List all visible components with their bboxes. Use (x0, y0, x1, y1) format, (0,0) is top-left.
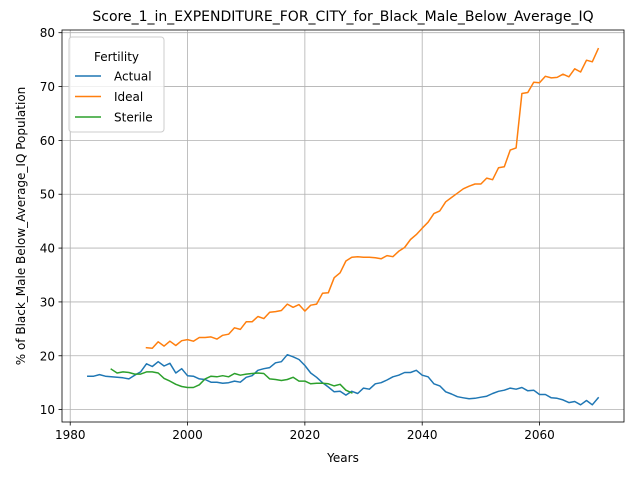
y-tick-label: 80 (40, 26, 55, 40)
legend-box (68, 36, 165, 133)
legend-label-ideal: Ideal (114, 90, 143, 104)
y-tick-label: 60 (40, 134, 55, 148)
legend-title: Fertility (94, 50, 139, 64)
legend: Fertility Actual Ideal Sterile (68, 36, 165, 133)
y-tick-label: 50 (40, 188, 55, 202)
x-tick-label: 2000 (172, 428, 203, 442)
y-tick-label: 30 (40, 295, 55, 309)
y-tick-label: 20 (40, 349, 55, 363)
series-line-ideal (145, 47, 600, 349)
series-lines (87, 47, 600, 406)
y-axis-title: % of Black_Male Below_Average_IQ Populat… (14, 87, 28, 366)
x-tick-label: 2060 (524, 428, 555, 442)
x-tick-label: 2040 (407, 428, 438, 442)
grid-lines (62, 30, 624, 422)
legend-label-actual: Actual (114, 70, 152, 84)
x-axis-title: Years (326, 451, 359, 465)
series-line-actual (87, 353, 600, 406)
y-tick-label: 10 (40, 403, 55, 417)
plot-frame (61, 29, 625, 423)
x-axis-ticks: 1980 2000 2020 2040 2060 (55, 422, 555, 442)
x-tick-label: 2020 (290, 428, 321, 442)
chart-title: Score_1_in_EXPENDITURE_FOR_CITY_for_Blac… (92, 9, 593, 25)
series-line-sterile (110, 368, 353, 394)
y-tick-label: 40 (40, 242, 55, 256)
y-axis-ticks: 10 20 30 40 50 60 70 80 (40, 26, 62, 417)
legend-label-sterile: Sterile (114, 111, 153, 125)
x-tick-label: 1980 (55, 428, 86, 442)
y-tick-label: 70 (40, 80, 55, 94)
